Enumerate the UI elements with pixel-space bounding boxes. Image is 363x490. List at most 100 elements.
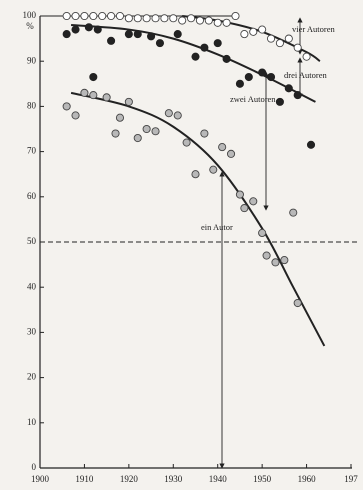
point	[222, 54, 231, 63]
point	[222, 18, 231, 27]
point	[284, 84, 293, 93]
point	[200, 129, 209, 138]
point	[258, 25, 267, 34]
point	[275, 97, 284, 106]
point	[93, 25, 102, 34]
y-tick-label: 50	[27, 236, 37, 246]
y-tick-label: 70	[27, 146, 37, 156]
point	[249, 27, 258, 36]
x-tick-label: 1950	[253, 474, 272, 484]
point	[293, 43, 302, 52]
point	[209, 165, 218, 174]
point	[133, 30, 142, 39]
point	[115, 113, 125, 122]
point	[62, 102, 71, 111]
y-tick-label: 40	[27, 281, 37, 291]
point	[240, 30, 249, 39]
curve	[70, 91, 326, 347]
y-tick-label: 90	[27, 55, 37, 65]
point	[71, 25, 80, 34]
point	[102, 93, 111, 102]
annotation: vier Autoren	[292, 24, 335, 34]
point	[302, 52, 311, 61]
point	[182, 138, 191, 147]
point	[111, 129, 120, 138]
y-tick-label: 80	[27, 100, 37, 110]
point	[235, 79, 244, 88]
point	[240, 204, 249, 213]
point	[115, 11, 125, 21]
point	[280, 256, 289, 265]
curve	[71, 24, 316, 103]
point	[262, 251, 271, 260]
point	[284, 34, 293, 43]
point	[187, 14, 196, 23]
point	[151, 14, 160, 23]
point	[244, 72, 253, 82]
point	[173, 30, 182, 39]
point	[89, 11, 98, 21]
point	[89, 91, 98, 100]
annotation: drei Autoren	[284, 70, 327, 80]
point	[213, 39, 222, 48]
point	[62, 11, 71, 21]
point	[204, 16, 213, 25]
point	[293, 91, 302, 100]
y-tick-label: 100	[23, 10, 37, 20]
annotation: zwei Autoren	[230, 94, 276, 104]
point	[195, 16, 204, 25]
point	[266, 34, 276, 43]
y-tick-label: 0	[32, 462, 37, 472]
point	[147, 32, 156, 41]
point	[218, 143, 227, 152]
point	[84, 23, 93, 32]
y-tick-label: 10	[27, 417, 37, 427]
y-tick-label: 30	[27, 326, 37, 336]
point	[249, 197, 258, 206]
point	[191, 170, 200, 179]
x-tick-label: 1910	[75, 474, 94, 484]
point	[98, 11, 107, 21]
point	[80, 88, 89, 97]
x-tick-label: 1900	[31, 474, 50, 484]
point	[293, 298, 302, 308]
point	[160, 14, 169, 23]
y-tick-label: 60	[27, 191, 37, 201]
point	[213, 18, 222, 27]
point	[71, 111, 80, 120]
point	[142, 124, 151, 134]
point	[124, 97, 133, 106]
point	[235, 190, 244, 199]
point	[133, 133, 142, 143]
point	[107, 11, 116, 21]
point	[306, 140, 316, 149]
point	[200, 43, 209, 52]
point	[124, 30, 133, 39]
point	[151, 127, 160, 136]
point	[142, 14, 151, 23]
point	[169, 14, 178, 23]
point	[155, 39, 165, 48]
point	[258, 228, 267, 238]
x-tick-label: 1940	[209, 474, 228, 484]
y-tick-label: 20	[27, 372, 37, 382]
point	[271, 258, 280, 267]
point	[226, 149, 236, 158]
point	[124, 14, 133, 23]
point	[173, 111, 182, 120]
y-axis-label: %	[26, 21, 34, 31]
x-tick-label: 1930	[164, 474, 183, 484]
point	[164, 109, 173, 118]
point	[71, 11, 80, 21]
point	[266, 72, 276, 82]
x-tick-label: 1920	[120, 474, 139, 484]
x-tick-label: 197	[344, 474, 358, 484]
point	[178, 16, 187, 25]
point	[289, 208, 298, 217]
annotation: ein Autor	[201, 222, 233, 232]
point	[133, 14, 142, 23]
point	[191, 52, 200, 61]
point	[89, 72, 98, 82]
point	[275, 39, 284, 48]
